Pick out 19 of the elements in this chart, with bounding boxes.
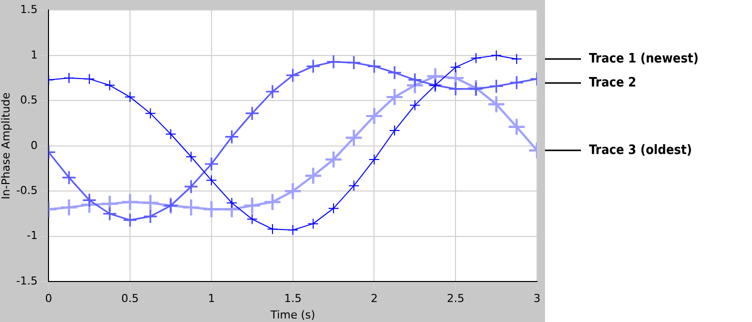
y-tick-label: 0 (30, 138, 38, 152)
x-tick-label: 2 (370, 292, 378, 306)
text: Trace 2 (589, 75, 636, 90)
x-tick-label: 0 (45, 292, 52, 306)
x-tick-label: 1.5 (284, 292, 302, 306)
x-axis-title: Time (s) (269, 308, 316, 322)
y-tick-label: 1.5 (20, 3, 38, 16)
text: Trace 3 (oldest) (589, 142, 692, 158)
x-tick-label: 3 (534, 292, 540, 306)
y-tick-label: -1 (26, 229, 38, 242)
y-tick-label: 1 (30, 48, 38, 62)
text: Trace 1 (newest) (589, 51, 699, 66)
y-tick-label: 0.5 (20, 94, 38, 107)
x-tick-label: 0.5 (121, 292, 139, 306)
y-tick-label: -1.5 (16, 274, 38, 288)
x-tick-label: 2.5 (446, 292, 464, 306)
y-axis-title: In-Phase Amplitude (0, 92, 12, 200)
x-tick-label: 1 (208, 292, 215, 306)
y-tick-label: -0.5 (16, 184, 38, 197)
